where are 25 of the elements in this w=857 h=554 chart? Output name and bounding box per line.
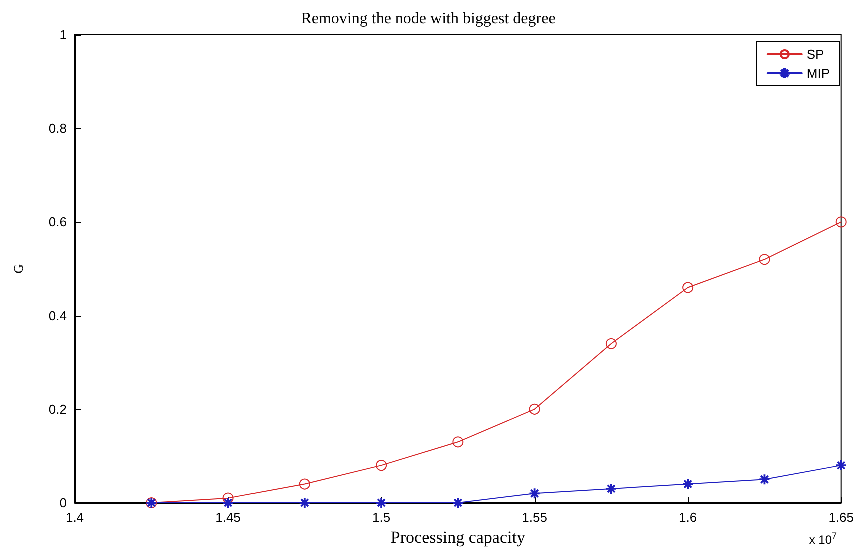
x-axis-title: Processing capacity bbox=[390, 528, 526, 547]
y-tick-label: 0 bbox=[60, 496, 67, 510]
x-tick-label: 1.4 bbox=[66, 510, 84, 525]
y-tick-label: 0.4 bbox=[48, 308, 67, 324]
point bbox=[529, 404, 540, 415]
point bbox=[606, 338, 617, 350]
chart-title: Removing the node with biggest degree bbox=[301, 10, 556, 28]
point bbox=[836, 216, 847, 228]
y-tick-label: 0.6 bbox=[48, 214, 67, 230]
y-axis-title: G bbox=[11, 264, 26, 274]
x-tick-label: 1.5 bbox=[372, 510, 391, 525]
x-tick-label: 1.65 bbox=[828, 510, 854, 525]
legend-label: MIP bbox=[806, 66, 830, 81]
y-tick-label: 1 bbox=[60, 28, 67, 42]
y-tick-label: 0.8 bbox=[48, 121, 67, 136]
point bbox=[759, 254, 770, 266]
point bbox=[299, 478, 310, 490]
point bbox=[376, 460, 388, 472]
x-tick-label: 1.6 bbox=[679, 510, 698, 525]
x-tick-label: 1.55 bbox=[522, 510, 548, 525]
y-tick-label: 0.2 bbox=[48, 402, 67, 417]
point bbox=[682, 282, 694, 294]
x-tick-label: 1.45 bbox=[216, 510, 241, 525]
point bbox=[452, 436, 464, 448]
legend-label: SP bbox=[806, 47, 824, 62]
